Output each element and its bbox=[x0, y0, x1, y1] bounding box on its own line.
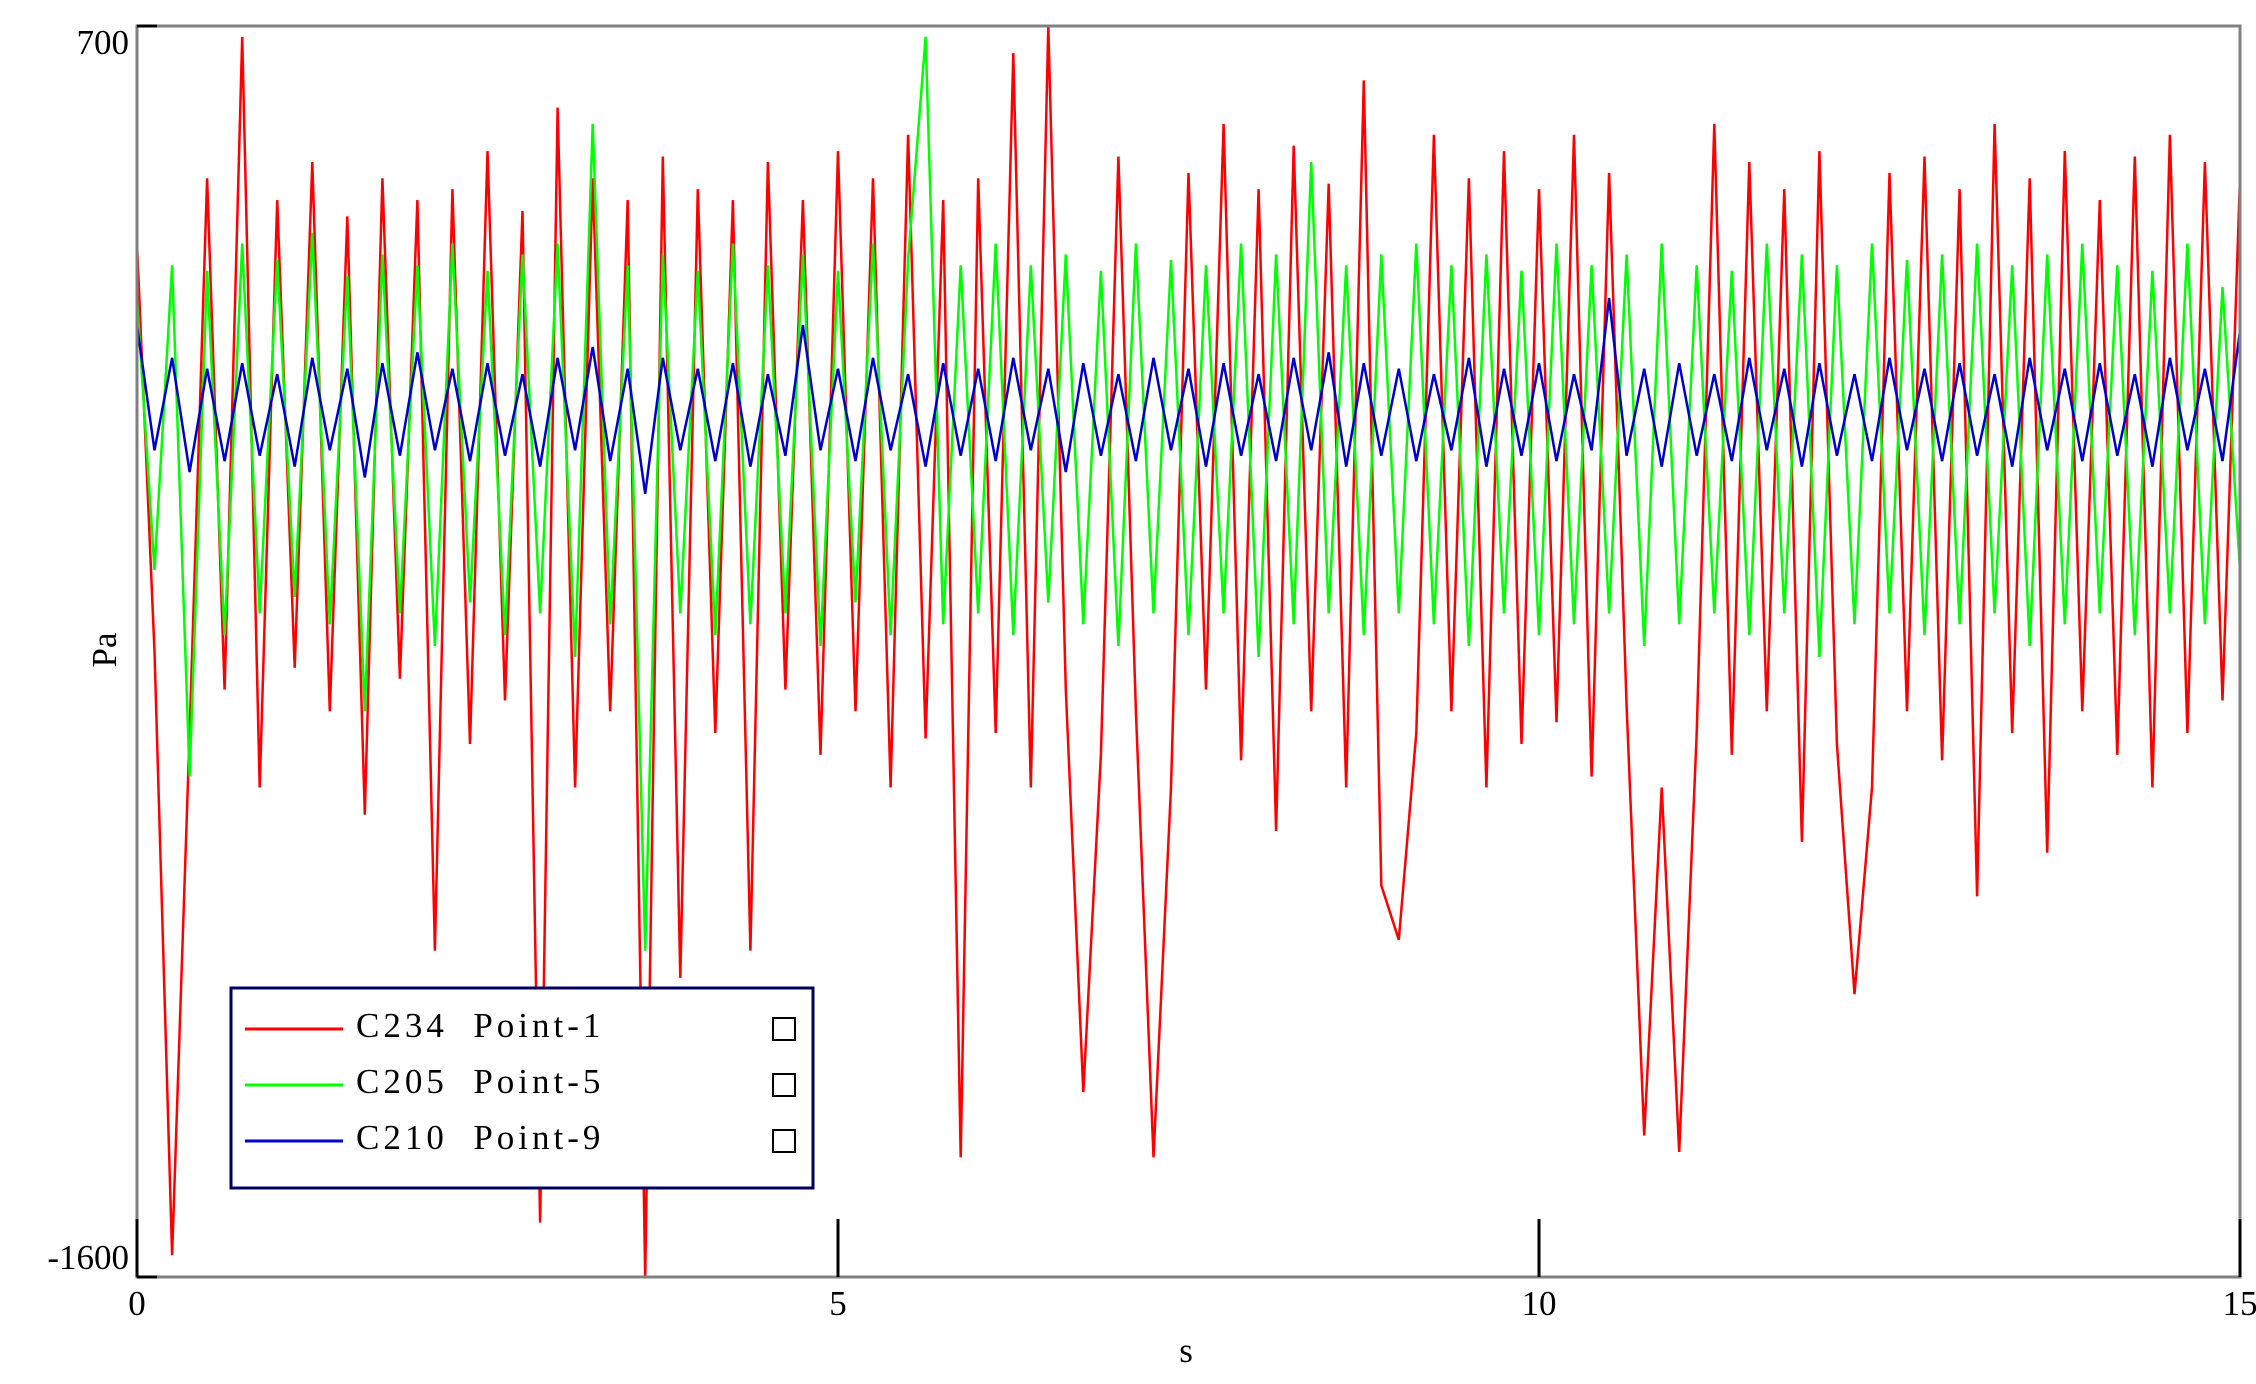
legend-label: C205 Point-5 bbox=[356, 1062, 604, 1101]
x-axis-title: s bbox=[1179, 1331, 1193, 1370]
x-tick-label: 0 bbox=[128, 1284, 146, 1323]
legend: C234 Point-1 C205 Point-5 C210 Point-9 bbox=[231, 988, 813, 1188]
legend-label: C210 Point-9 bbox=[356, 1118, 604, 1157]
x-tick-label: 10 bbox=[1522, 1284, 1557, 1323]
x-tick-label: 5 bbox=[829, 1284, 847, 1323]
series-line bbox=[137, 298, 2240, 494]
y-axis-title: Pa bbox=[85, 632, 124, 667]
legend-label: C234 Point-1 bbox=[356, 1006, 604, 1045]
y-tick-label: -1600 bbox=[47, 1238, 129, 1277]
y-tick-label: 700 bbox=[77, 23, 130, 62]
x-tick-label: 15 bbox=[2223, 1284, 2256, 1323]
